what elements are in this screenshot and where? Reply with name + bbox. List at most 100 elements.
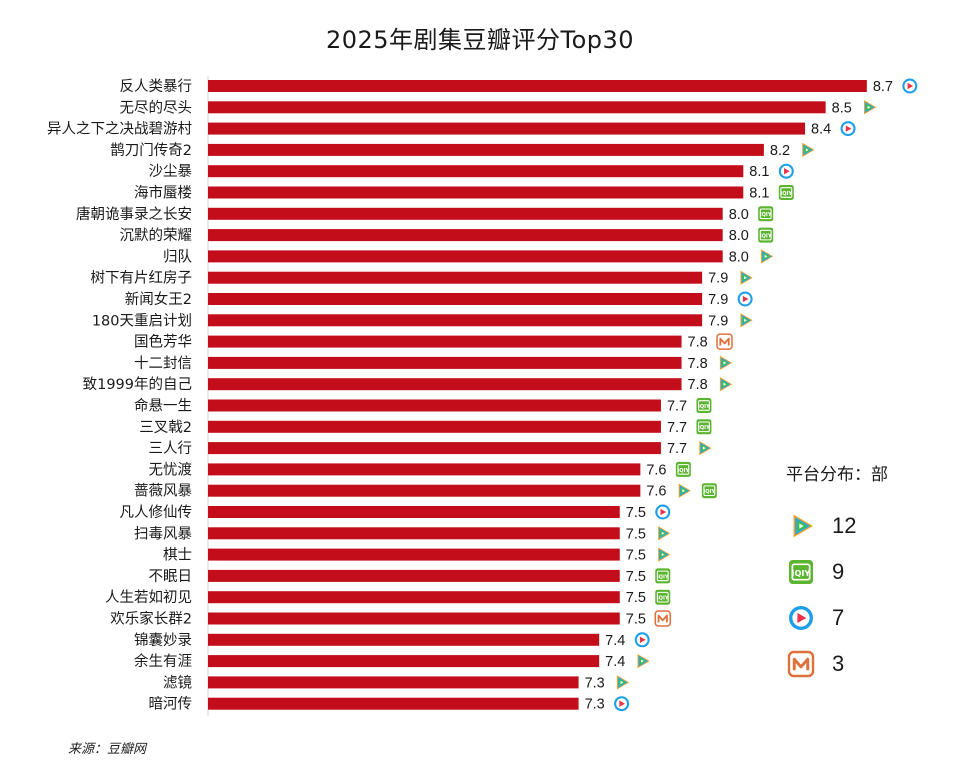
iqiyi-icon: iQIY <box>778 185 794 200</box>
value-label: 8.1 <box>749 164 769 180</box>
bar <box>208 356 682 369</box>
value-label: 7.4 <box>605 633 625 649</box>
svg-text:iQIY: iQIY <box>792 568 811 578</box>
bar <box>208 506 620 518</box>
value-label: 7.4 <box>605 654 625 670</box>
iqiyi-icon: iQIY <box>675 461 691 477</box>
value-label: 7.9 <box>708 292 728 308</box>
category-label: 国色芳华 <box>134 334 192 351</box>
bar <box>208 612 620 625</box>
bar <box>208 207 723 220</box>
category-label: 无忧渡 <box>149 461 193 478</box>
bar <box>208 420 661 433</box>
tencent-video-icon <box>616 675 630 690</box>
bar <box>208 314 703 327</box>
iqiyi-icon: iQIY <box>789 560 813 584</box>
value-label: 7.5 <box>626 612 646 628</box>
bar <box>208 101 826 114</box>
value-label: 7.6 <box>646 462 666 478</box>
value-label: 8.0 <box>729 249 749 265</box>
tencent-video-icon <box>658 547 671 562</box>
tencent-video-icon <box>761 249 774 264</box>
bar <box>208 442 661 455</box>
category-label: 扫毒风暴 <box>134 525 192 542</box>
bar <box>208 399 661 412</box>
youku-icon <box>737 291 753 307</box>
tencent-video-icon <box>740 313 753 328</box>
iqiyi-icon: iQIY <box>696 419 712 435</box>
category-label: 人生若如初见 <box>105 589 192 606</box>
value-label: 7.5 <box>626 505 646 521</box>
legend-count: 7 <box>832 605 845 630</box>
value-label: 7.5 <box>626 526 646 542</box>
category-label: 鹊刀门传奇2 <box>110 142 192 159</box>
legend-item: iQIY 9 <box>786 549 936 595</box>
category-label: 海市蜃楼 <box>134 185 192 202</box>
bar <box>208 271 703 284</box>
value-label: 7.7 <box>667 441 687 457</box>
iqiyi-icon: iQIY <box>701 483 717 499</box>
category-label: 三叉戟2 <box>139 419 192 436</box>
chart-title: 2025年剧集豆瓣评分Top30 <box>325 26 635 54</box>
category-label: 三人行 <box>149 440 193 457</box>
iqiyi-icon: iQIY <box>758 206 774 222</box>
value-label: 7.7 <box>667 399 687 415</box>
value-label: 7.7 <box>667 420 687 436</box>
category-label: 凡人修仙传 <box>120 504 193 521</box>
category-label: 180天重启计划 <box>92 312 192 329</box>
legend-count: 3 <box>832 651 845 676</box>
tencent-video-icon <box>802 142 815 158</box>
youku-icon <box>778 163 794 179</box>
bar <box>208 655 600 668</box>
youku-icon <box>840 121 856 137</box>
youku-icon <box>614 696 630 712</box>
bar <box>208 548 620 561</box>
svg-text:iQIY: iQIY <box>760 234 772 240</box>
iqiyi-icon: iQIY <box>655 568 671 584</box>
value-label: 8.4 <box>811 122 831 138</box>
svg-text:iQIY: iQIY <box>780 191 792 197</box>
tencent-video-icon <box>637 653 650 669</box>
value-label: 7.3 <box>585 697 605 713</box>
source-note: 来源：豆瓣网 <box>68 742 147 757</box>
bar <box>208 633 600 646</box>
category-label: 归队 <box>163 248 192 265</box>
bar <box>208 293 703 305</box>
svg-text:iQIY: iQIY <box>698 425 710 431</box>
bar <box>208 250 723 263</box>
category-label: 无尽的尽头 <box>120 99 193 116</box>
value-label: 7.5 <box>626 569 646 585</box>
svg-text:iQIY: iQIY <box>657 596 669 602</box>
legend-count: 12 <box>832 513 857 538</box>
platform-legend: 平台分布：部 12 iQIY 9 7 3 <box>786 460 936 687</box>
value-label: 7.3 <box>585 675 605 691</box>
svg-text:iQIY: iQIY <box>704 489 716 495</box>
value-label: 8.5 <box>832 100 852 116</box>
bar-chart: 反人类暴行 8.7 无尽的尽头 8.5 异人之下之决战碧游村 8.4 鹊刀门传奇2 8.2 沙尘… <box>47 76 918 716</box>
iqiyi-icon: iQIY <box>696 398 712 413</box>
category-label: 致1999年的自己 <box>83 376 192 393</box>
youku-icon <box>789 606 813 630</box>
bar <box>208 143 764 156</box>
value-label: 8.7 <box>873 79 893 95</box>
legend-item: 12 <box>786 503 936 549</box>
value-label: 8.1 <box>749 186 769 202</box>
svg-text:iQIY: iQIY <box>698 404 710 410</box>
bars-layer: 反人类暴行 8.7 无尽的尽头 8.5 异人之下之决战碧游村 8.4 鹊刀门传奇2 8.2 沙尘… <box>47 78 918 713</box>
value-label: 7.8 <box>688 377 708 393</box>
category-label: 滤镜 <box>163 673 192 691</box>
bar <box>208 676 579 689</box>
bar <box>208 122 806 135</box>
value-label: 7.8 <box>688 335 708 351</box>
tencent-video-icon <box>740 270 753 285</box>
bar <box>208 378 682 391</box>
legend-item: 7 <box>786 595 936 641</box>
svg-text:iQIY: iQIY <box>657 574 669 580</box>
category-label: 锦囊妙录 <box>134 632 192 649</box>
mango-tv-icon <box>787 650 815 678</box>
category-label: 棋士 <box>163 547 192 564</box>
value-label: 7.5 <box>626 548 646 564</box>
bar <box>208 591 620 604</box>
category-label: 新闻女王2 <box>125 290 192 308</box>
category-label: 异人之下之决战碧游村 <box>47 121 192 138</box>
